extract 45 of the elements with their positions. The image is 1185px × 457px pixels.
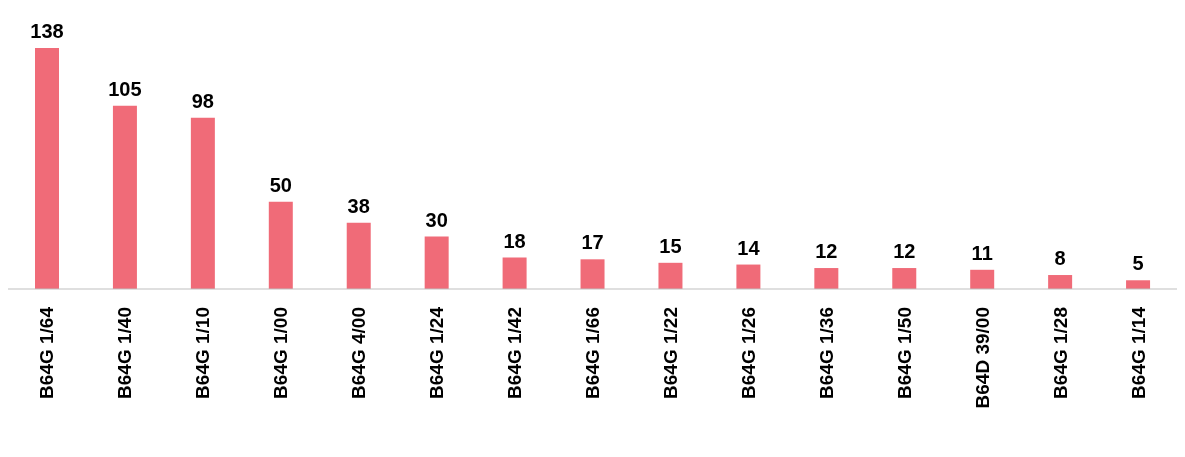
bar (892, 268, 917, 289)
data-label: 17 (581, 231, 604, 254)
x-tick-label: B64G 1/50 (893, 307, 915, 399)
data-label: 8 (1054, 247, 1066, 270)
x-tick-label: B64G 1/64 (36, 306, 58, 399)
x-tick-label: B64G 1/14 (1127, 306, 1149, 399)
bar (970, 269, 995, 289)
data-label: 30 (425, 208, 448, 231)
data-label: 5 (1132, 252, 1144, 275)
x-tick-label: B64G 1/22 (659, 307, 681, 399)
data-label: 12 (893, 240, 916, 263)
x-tick-label: B64G 1/26 (737, 307, 759, 399)
data-label: 12 (815, 240, 838, 263)
x-tick-label: B64G 1/42 (504, 307, 526, 399)
x-tick-label: B64G 1/10 (192, 307, 214, 399)
bar (346, 222, 371, 289)
data-label: 38 (347, 194, 370, 217)
data-label: 105 (108, 77, 142, 100)
bar (736, 264, 761, 289)
data-label: 98 (191, 89, 214, 112)
bar (190, 117, 215, 289)
x-tick-label: B64G 1/66 (582, 307, 603, 399)
bar (112, 105, 137, 289)
bar (424, 236, 449, 289)
x-tick-label: B64G 1/28 (1049, 307, 1071, 399)
bar (580, 259, 605, 289)
bar (1126, 280, 1151, 289)
x-tick-label: B64G 4/00 (348, 307, 370, 399)
data-label: 50 (269, 173, 292, 196)
x-tick-label: B64D 39/00 (971, 307, 993, 409)
x-tick-label: B64G 1/00 (270, 307, 292, 399)
bar (502, 257, 527, 289)
data-label: 18 (503, 229, 526, 252)
x-tick-label: B64G 1/36 (815, 307, 837, 399)
x-tick-label: B64G 1/24 (426, 306, 448, 399)
bar (35, 48, 59, 289)
data-label: 15 (659, 234, 682, 257)
data-label: 14 (737, 236, 761, 259)
x-tick-label: B64G 1/40 (114, 307, 136, 399)
bar (268, 201, 293, 289)
bar (658, 262, 683, 289)
data-label: 138 (30, 20, 64, 42)
bar (1048, 275, 1073, 289)
bar (814, 268, 839, 289)
data-label: 11 (971, 241, 993, 264)
